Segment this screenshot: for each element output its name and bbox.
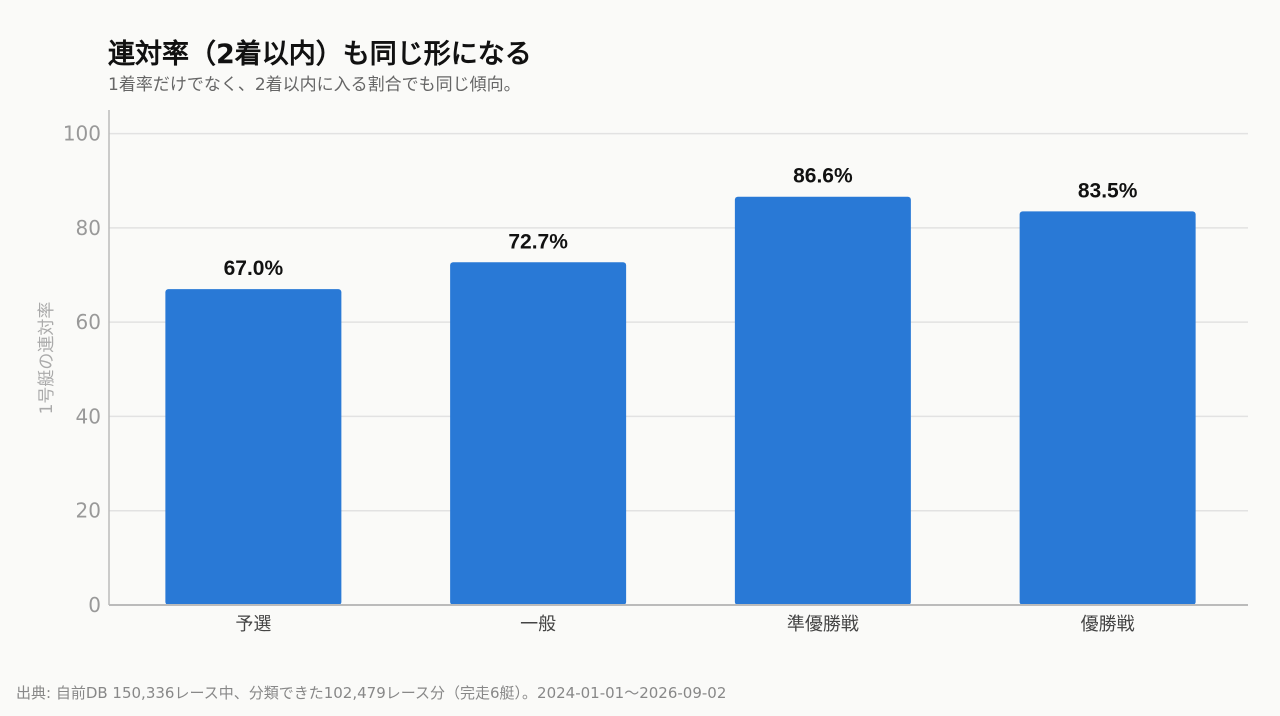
labels: 0 20 40 60 80 100 67.0% 予選 72.7% 一般 86.6% 準優勝戦 83.5%… <box>63 122 1138 635</box>
x-tick-label: 準優勝戦 <box>787 614 859 635</box>
bar <box>165 289 342 605</box>
bar <box>450 262 627 605</box>
chart-title: 連対率（2着以内）も同じ形になる <box>108 39 532 70</box>
bar <box>1019 211 1196 605</box>
bar-value-label: 86.6% <box>793 165 853 188</box>
chart-subtitle: 1着率だけでなく、2着以内に入る割合でも同じ傾向。 <box>108 75 521 95</box>
bar-value-label: 67.0% <box>224 257 284 280</box>
bars <box>165 196 1196 605</box>
y-tick-label: 60 <box>76 310 101 334</box>
source-note: 出典: 自前DB 150,336レース中、分類できた102,479レース分（完走… <box>16 684 727 702</box>
x-tick-label: 優勝戦 <box>1081 614 1135 635</box>
x-tick-label: 一般 <box>520 614 556 635</box>
y-tick-label: 0 <box>88 593 101 617</box>
y-tick-label: 40 <box>76 404 101 428</box>
y-tick-label: 100 <box>63 122 101 146</box>
y-tick-label: 20 <box>76 499 101 523</box>
bar-value-label: 83.5% <box>1078 179 1138 202</box>
y-axis-label: 1号艇の連対率 <box>37 302 57 415</box>
axes <box>108 110 1248 606</box>
y-tick-label: 80 <box>76 216 101 240</box>
bar-value-label: 72.7% <box>508 230 568 253</box>
x-tick-label: 予選 <box>235 614 271 635</box>
bar <box>734 196 911 605</box>
